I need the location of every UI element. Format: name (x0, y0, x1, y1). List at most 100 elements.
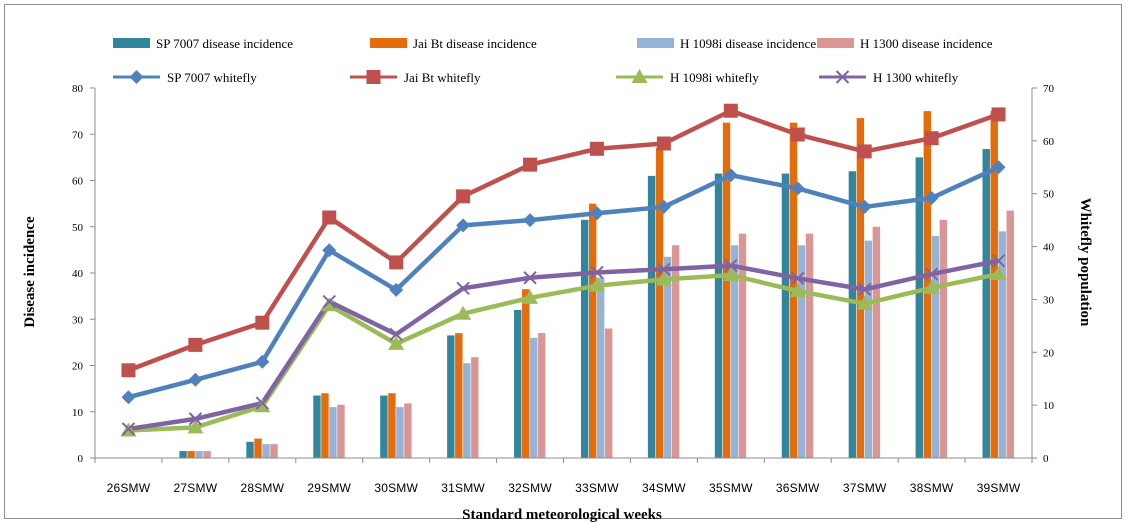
bar (982, 149, 990, 459)
bar (321, 393, 329, 458)
data-point-x-stroke (456, 281, 470, 296)
data-point-triangle (455, 305, 472, 320)
bar (647, 175, 656, 458)
x-tick-label: 26SMW (107, 481, 151, 495)
bar (396, 407, 404, 458)
y-tick-label: 80 (72, 83, 84, 95)
x-tick-label: 36SMW (776, 481, 820, 495)
legend-swatch (637, 38, 674, 48)
x-tick-label: 32SMW (508, 481, 552, 495)
y2-tick-label: 40 (1043, 242, 1055, 254)
data-point-x-stroke (657, 262, 671, 277)
data-point-square (322, 210, 337, 225)
y2-tick-label: 20 (1043, 347, 1055, 359)
bar (923, 111, 932, 458)
data-point-square (589, 141, 604, 156)
data-point-diamond (389, 282, 404, 297)
data-point-diamond (589, 206, 604, 221)
bar (1006, 210, 1014, 458)
series-markers (121, 254, 1006, 436)
data-point-square (255, 315, 270, 330)
data-point-x-stroke (188, 412, 203, 426)
data-point-diamond (723, 168, 738, 183)
bar (246, 441, 254, 458)
data-point-diamond (456, 218, 471, 233)
data-point-x (121, 422, 136, 436)
data-point-square (924, 131, 939, 146)
data-point-diamond (857, 199, 872, 214)
data-point-x-stroke (121, 422, 136, 436)
data-point-square (523, 157, 538, 172)
data-point-x-stroke (389, 327, 403, 342)
bar (179, 451, 187, 458)
data-point-x (924, 267, 939, 281)
axes: 0 10 20 30 40 50 60 70 80 0 10 20 30 40 50 60 70 26SMW 27S… (72, 83, 1055, 495)
bar (588, 203, 597, 458)
bar (388, 393, 396, 458)
data-point-square (456, 189, 471, 204)
data-point-diamond (255, 354, 270, 369)
data-point-square (857, 144, 872, 159)
data-point-triangle (588, 277, 605, 292)
legend-label: H 1300 whitefly (873, 70, 959, 85)
data-point-x (255, 396, 270, 410)
y2-tick-label: 60 (1043, 136, 1055, 148)
bar (998, 231, 1006, 458)
x-tick-label: 34SMW (642, 481, 686, 495)
bar (939, 219, 948, 458)
data-point-x-stroke (791, 271, 805, 285)
data-point-triangle (522, 289, 539, 304)
data-point-triangle (655, 271, 672, 286)
line-series-group (120, 103, 1007, 437)
legend-label: H 1098i whitefly (670, 70, 759, 85)
bar-series-group (179, 111, 1014, 459)
bar (538, 333, 546, 458)
y2-tick-label: 50 (1043, 189, 1055, 201)
data-point-square (656, 136, 671, 151)
data-point-diamond (121, 390, 136, 405)
y2-tick-label: 30 (1043, 294, 1055, 306)
bar (915, 157, 924, 458)
data-point-triangle (923, 279, 940, 294)
data-point-triangle (388, 335, 405, 350)
y-tick-label: 30 (72, 314, 84, 326)
bar (404, 403, 412, 458)
data-point-x (590, 265, 604, 280)
data-point-diamond (790, 181, 805, 196)
legend-label: SP 7007 disease incidence (156, 36, 293, 51)
bar (262, 444, 270, 458)
x-tick-label: 28SMW (240, 481, 284, 495)
data-point-triangle (789, 282, 806, 297)
y2-tick-label: 70 (1043, 83, 1055, 95)
bar (596, 277, 605, 458)
data-point-x (523, 271, 537, 285)
bar (447, 335, 455, 458)
bar (337, 404, 345, 458)
data-point-triangle (187, 419, 204, 434)
data-point-triangle (321, 297, 338, 312)
data-point-diamond (924, 190, 939, 205)
y-tick-label: 40 (72, 268, 84, 280)
x-tick-label: 37SMW (843, 481, 887, 495)
bar (714, 173, 723, 458)
bar (522, 289, 530, 458)
data-point-diamond (129, 70, 144, 84)
bar (313, 395, 321, 458)
data-point-x (322, 294, 336, 309)
data-point-x (657, 262, 671, 277)
bar (864, 240, 873, 458)
bar (655, 148, 664, 458)
bar (187, 451, 195, 458)
y-tick-label: 10 (72, 407, 84, 419)
bar (738, 233, 747, 458)
legend-swatch (817, 38, 854, 48)
y2-axis-title: Whitefly population (1077, 198, 1093, 327)
data-point-diamond (656, 199, 671, 214)
bar (463, 363, 471, 458)
data-point-square (121, 363, 136, 378)
bar (671, 245, 680, 458)
data-point-square (790, 127, 805, 142)
data-point-x-stroke (322, 294, 336, 309)
bar (848, 171, 857, 458)
